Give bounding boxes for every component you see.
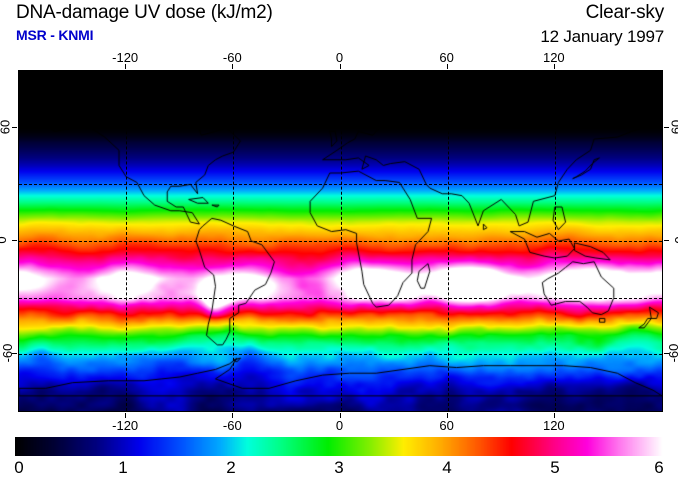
colorbar-tick-label: 3	[334, 458, 344, 477]
axis-tick	[339, 413, 341, 418]
colorbar-tick-label: 5	[550, 458, 560, 477]
y-axis-tick-label: -60	[666, 343, 678, 363]
x-axis-tick-label: 120	[542, 50, 565, 65]
axis-tick	[339, 64, 341, 69]
y-axis-tick-label: 0	[0, 236, 9, 243]
colorbar-tick-label: 1	[118, 458, 128, 477]
condition-label: Clear-sky	[585, 2, 665, 23]
axis-tick	[232, 64, 234, 69]
page-title: DNA-damage UV dose (kJ/m2)	[16, 2, 273, 23]
colorbar-tick-label: 2	[226, 458, 236, 477]
uv-dose-heatmap	[19, 71, 662, 411]
y-axis-tick-label: -60	[0, 343, 15, 363]
date-label: 12 January 1997	[540, 27, 664, 46]
axis-tick	[664, 353, 669, 355]
x-axis-tick-label: 60	[439, 50, 454, 65]
y-axis-tick-label: 60	[668, 119, 678, 134]
axis-tick	[553, 64, 555, 69]
axis-tick	[446, 413, 448, 418]
colorbar-tick-label: 4	[442, 458, 452, 477]
axis-tick	[446, 64, 448, 69]
chart-header: DNA-damage UV dose (kJ/m2) MSR - KNMI Cl…	[0, 0, 678, 52]
map-plot: -120 -60 0 60 120 -120 -60 0 60 120 60 0 -60 60 0 -6…	[0, 50, 678, 433]
x-axis-tick-label: 0	[335, 418, 344, 433]
source-label: MSR - KNMI	[16, 27, 94, 43]
x-axis-tick-label: 0	[335, 50, 344, 65]
colorbar-legend: 0 1 2 3 4 5 6	[14, 437, 664, 477]
axis-tick	[664, 240, 669, 241]
axis-tick	[232, 413, 234, 418]
axis-tick	[553, 413, 555, 418]
axis-tick	[12, 126, 17, 128]
axis-tick	[12, 353, 17, 355]
x-axis-tick-label: 120	[542, 418, 565, 433]
x-axis-tick-label: -60	[222, 418, 242, 433]
y-axis-tick-label: 60	[0, 119, 13, 134]
x-axis-tick-label: 60	[439, 418, 454, 433]
x-axis-tick-label: -120	[112, 50, 139, 65]
x-axis-tick-label: -60	[222, 50, 242, 65]
axis-tick	[12, 240, 17, 241]
y-axis-tick-label: 0	[672, 236, 678, 243]
axis-tick	[664, 126, 669, 128]
axis-tick	[125, 64, 127, 69]
axis-tick	[125, 413, 127, 418]
colorbar-gradient	[15, 437, 663, 456]
colorbar-tick-label: 0	[14, 458, 24, 477]
map-frame	[18, 70, 663, 412]
x-axis-tick-label: -120	[112, 418, 139, 433]
colorbar-tick-label: 6	[654, 458, 664, 477]
